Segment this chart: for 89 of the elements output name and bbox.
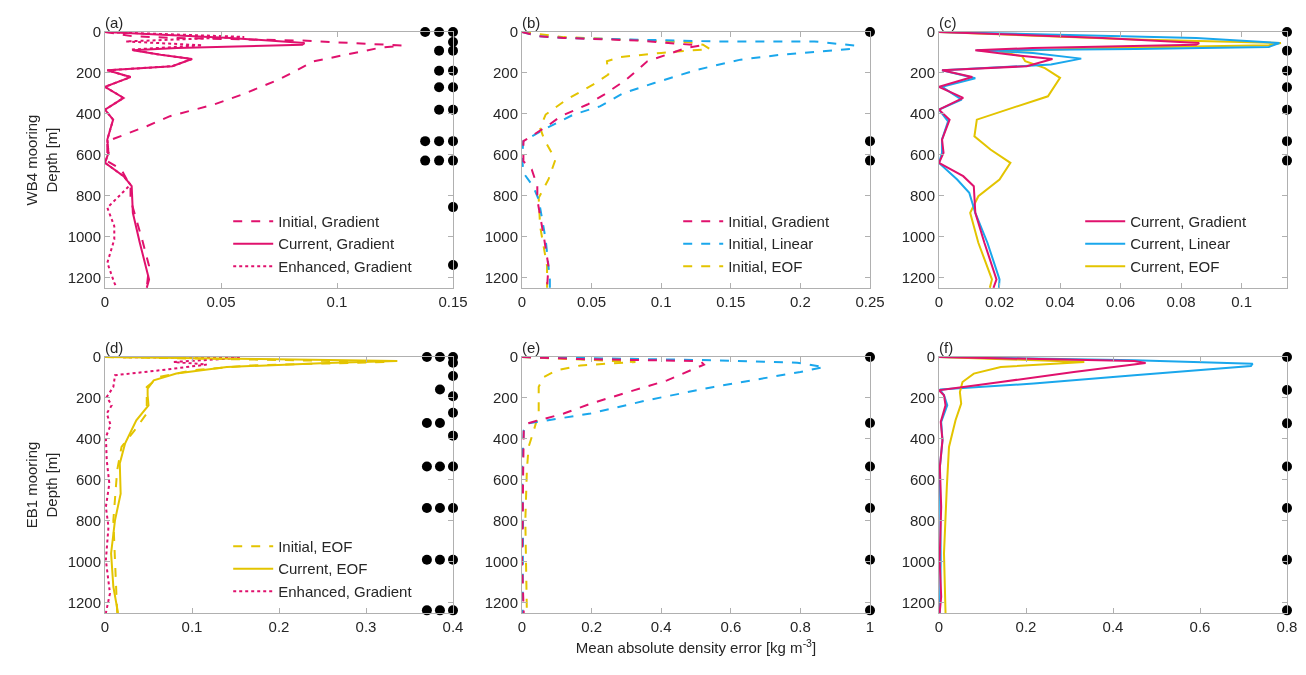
y-tick-label: 200 [75,64,101,82]
x-tick-label: 0.2 [1015,618,1037,635]
legend-label: Initial, EOF [278,537,353,555]
y-tick-label: 600 [909,471,935,489]
y-tick-label: 0 [509,348,518,366]
x-tick-label: 0.08 [1166,293,1196,310]
y-tick-label: 400 [909,105,935,123]
x-axis-title: Mean absolute density error [kg m$^{-3}$] [575,636,817,656]
y-tick-label: 0 [926,348,935,366]
legend-label: Current, EOF [278,560,368,578]
x-tick-label: 0.1 [650,293,672,310]
x-tick-label: 0.4 [1102,618,1124,635]
y-axis-title: EB1 mooring Depth [m] [23,441,60,529]
y-tick-label: 200 [492,389,518,407]
x-tick-label: 0.1 [326,293,348,310]
y-tick-label: 1200 [901,269,935,287]
legend-label: Initial, Gradient [278,212,380,230]
x-tick-label: 0.04 [1045,293,1075,310]
x-tick-label: 0.06 [1105,293,1136,310]
y-tick-label: 800 [492,187,518,205]
x-tick-label: 0.25 [855,293,885,310]
x-tick-label: 0.1 [181,618,203,635]
y-tick-label: 600 [492,146,518,164]
y-tick-label: 1000 [901,553,935,571]
x-tick-label: 1 [865,618,875,635]
y-tick-label: 400 [75,105,101,123]
chart-title: (c) [939,14,957,31]
chart-title: (b) [522,14,541,31]
y-tick-label: 600 [75,146,101,164]
x-tick-label: 0.15 [438,293,468,310]
y-axis-title: WB4 mooring Depth [m] [23,114,60,206]
y-tick-label: 200 [75,389,101,407]
y-tick-label: 800 [75,187,101,205]
legend-label: Current, Linear [1130,235,1231,253]
chart-title: (a) [105,14,124,31]
x-tick-label: 0.1 [1231,293,1253,310]
y-tick-label: 1200 [484,269,518,287]
y-tick-label: 1000 [484,228,518,246]
y-tick-label: 1200 [67,269,101,287]
x-tick-label: 0.6 [1189,618,1211,635]
y-tick-label: 1000 [67,228,101,246]
y-tick-label: 1200 [484,594,518,612]
legend-label: Enhanced, Gradient [278,257,413,275]
y-tick-label: 0 [509,23,518,41]
x-tick-label: 0.2 [268,618,290,635]
x-tick-label: 0.6 [720,618,742,635]
x-tick-label: 0.2 [581,618,603,635]
y-tick-label: 1000 [901,228,935,246]
x-tick-label: 0.3 [355,618,377,635]
y-tick-label: 0 [92,23,101,41]
y-tick-label: 800 [492,512,518,530]
x-tick-label: 0.4 [650,618,672,635]
chart-title: (d) [105,339,124,356]
y-tick-label: 600 [75,471,101,489]
y-tick-label: 400 [909,430,935,448]
legend-label: Initial, EOF [728,257,803,275]
x-tick-label: 0.02 [984,293,1015,310]
legend-label: Enhanced, Gradient [278,582,413,600]
legend-label: Current, Gradient [278,235,395,253]
y-tick-label: 0 [926,23,935,41]
x-tick-label: 0.8 [1276,618,1298,635]
y-tick-label: 400 [492,430,518,448]
y-tick-label: 0 [92,348,101,366]
y-tick-label: 200 [492,64,518,82]
y-tick-label: 1200 [67,594,101,612]
x-tick-label: 0.05 [206,293,236,310]
y-tick-label: 400 [492,105,518,123]
y-tick-label: 800 [909,512,935,530]
y-tick-label: 1000 [484,553,518,571]
y-tick-label: 200 [909,64,935,82]
x-tick-label: 0.8 [789,618,811,635]
y-tick-label: 1200 [901,594,935,612]
legend-label: Initial, Gradient [728,212,830,230]
y-tick-label: 1000 [67,553,101,571]
x-tick-label: 0.2 [789,293,811,310]
x-tick-label: 0.4 [442,618,464,635]
y-tick-label: 800 [909,187,935,205]
x-tick-label: 0.15 [716,293,746,310]
x-tick-label: 0.05 [577,293,607,310]
legend-label: Current, EOF [1130,257,1220,275]
chart-title: (e) [522,339,541,356]
legend-label: Initial, Linear [728,235,814,253]
y-tick-label: 400 [75,430,101,448]
y-tick-label: 600 [492,471,518,489]
y-tick-label: 600 [909,146,935,164]
y-tick-label: 800 [75,512,101,530]
legend-label: Current, Gradient [1130,212,1247,230]
chart-title: (f) [939,339,954,356]
y-tick-label: 200 [909,389,935,407]
